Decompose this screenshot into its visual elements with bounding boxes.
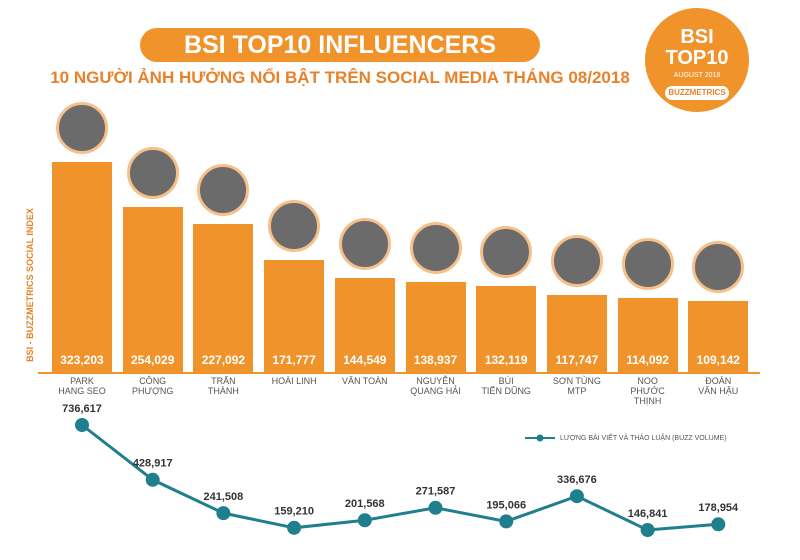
photo <box>126 146 179 199</box>
bar <box>334 278 395 372</box>
value-label: 159,210 <box>274 506 314 518</box>
value-label: 117,747 <box>555 353 599 367</box>
photo <box>692 241 745 294</box>
category-label: TRẤN THÀNH <box>207 376 239 396</box>
value-label: 254,029 <box>130 353 175 367</box>
photo <box>268 200 321 253</box>
line <box>81 423 719 532</box>
value-label: 109,142 <box>696 353 740 367</box>
photo <box>621 237 674 290</box>
value-label: 178,954 <box>698 502 739 514</box>
point <box>711 517 726 532</box>
bar <box>405 281 466 372</box>
bar <box>122 206 183 372</box>
point <box>75 418 89 432</box>
title: BSI TOP10 INFLUENCERS <box>183 31 497 59</box>
point <box>428 500 443 515</box>
value-label: 323,203 <box>60 353 104 367</box>
baseline <box>38 372 760 374</box>
value-label: 428,917 <box>133 458 173 470</box>
logo-text: TOP10 <box>665 47 729 69</box>
value-label: 227,092 <box>201 353 246 367</box>
photo <box>338 218 391 271</box>
photo <box>409 221 462 274</box>
photo <box>550 235 603 288</box>
value-label: 736,617 <box>62 403 102 415</box>
value-label: 336,676 <box>557 474 597 486</box>
bar <box>617 297 678 372</box>
value-label: 195,066 <box>486 499 526 511</box>
value-label: 144,549 <box>343 353 387 367</box>
logo-date: AUGUST 2018 <box>673 72 721 79</box>
bar <box>264 260 325 372</box>
category-label: HOÀI LINH <box>271 376 317 386</box>
category-label: NOO PHƯỚC THỊNH <box>630 376 665 406</box>
line-chart: 736,617 428,917 241,508 159,210 201,568 271,5… <box>62 403 739 537</box>
photo <box>197 164 250 217</box>
value-label: 132,119 <box>484 353 528 367</box>
category-label: NGUYỄN QUANG HẢI <box>410 376 461 396</box>
category-label: SƠN TÙNG MTP <box>552 376 601 396</box>
value-label: 241,508 <box>204 491 244 503</box>
category-label: PARK HANG SEO <box>58 376 106 396</box>
photo <box>56 102 108 154</box>
bar <box>546 295 607 372</box>
point <box>569 489 584 504</box>
bar <box>688 301 749 372</box>
logo-brand: BUZZMETRICS <box>665 86 729 100</box>
point <box>499 514 514 529</box>
point <box>216 506 231 521</box>
bar <box>52 162 112 372</box>
bar <box>476 286 537 372</box>
category-label: BÙI TIẾN DŨNG <box>481 376 531 396</box>
point <box>145 472 160 487</box>
category-label: CÔNG PHƯỢNG <box>131 376 174 396</box>
value-label: 138,937 <box>413 353 458 367</box>
category-label: ĐOÀN VĂN HẬU <box>698 376 739 396</box>
photo <box>480 226 533 279</box>
subtitle: 10 NGƯỜI ẢNH HƯỞNG NỔI BẬT TRÊN SOCIAL M… <box>50 68 630 87</box>
legend-label: LƯỢNG BÀI VIẾT VÀ THẢO LUẬN (BUZZ VOLUME… <box>560 432 727 442</box>
point <box>640 523 655 537</box>
category-label: VĂN TOÀN <box>341 376 388 386</box>
y-axis-label: BSI - BUZZMETRICS SOCIAL INDEX <box>25 208 35 362</box>
value-label: 171,777 <box>272 353 316 367</box>
bar <box>193 224 254 372</box>
value-label: 201,568 <box>345 498 385 510</box>
value-label: 146,841 <box>628 508 668 520</box>
legend-marker <box>536 434 544 442</box>
logo-text: BSI <box>680 26 714 48</box>
point <box>357 513 372 528</box>
point <box>287 520 302 535</box>
title-pill <box>140 28 540 62</box>
value-label: 271,587 <box>416 486 456 498</box>
value-label: 114,092 <box>626 353 669 367</box>
